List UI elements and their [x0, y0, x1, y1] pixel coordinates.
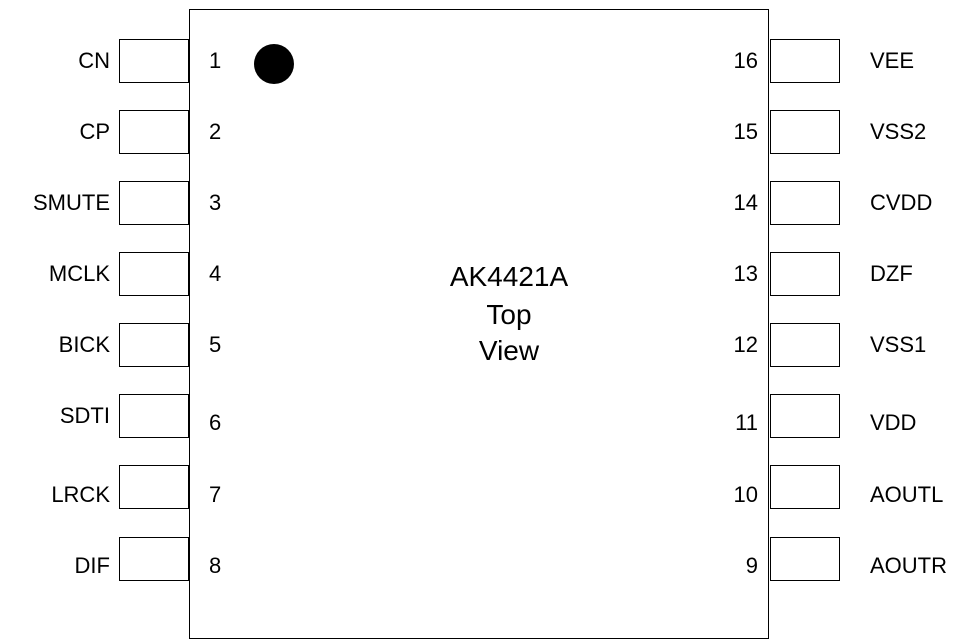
- pin-number: 11: [735, 410, 758, 435]
- pin-name: MCLK: [48, 261, 110, 286]
- pin-name: VEE: [870, 48, 915, 73]
- pin-number: 9: [745, 553, 758, 578]
- pin-box: [119, 252, 189, 296]
- pin-name: CP: [79, 119, 110, 144]
- pin-number: 1: [209, 48, 222, 73]
- chip-view-line1: Top: [486, 299, 532, 330]
- pin-box: [119, 465, 189, 509]
- pin-number: 5: [209, 332, 222, 357]
- pin-box: [770, 252, 840, 296]
- pin-box: [119, 39, 189, 83]
- pin-box: [119, 394, 189, 438]
- pin-box: [770, 323, 840, 367]
- pin-name: AOUTL: [870, 482, 944, 507]
- pin1-marker-dot: [254, 44, 294, 84]
- pin-name: VDD: [870, 410, 917, 435]
- pin-box: [119, 537, 189, 581]
- pin-name: AOUTR: [870, 553, 947, 578]
- pin-number: 16: [733, 48, 758, 73]
- chip-view-line2: View: [478, 335, 540, 366]
- pin-box: [770, 394, 840, 438]
- pin-box: [119, 323, 189, 367]
- pin-name: VSS1: [870, 332, 927, 357]
- pin-name: DZF: [870, 261, 913, 286]
- pin-box: [119, 110, 189, 154]
- pin-number: 2: [209, 119, 222, 144]
- pin-name: VSS2: [870, 119, 927, 144]
- pin-box: [119, 181, 189, 225]
- pin-name: LRCK: [51, 482, 110, 507]
- pin-name: SMUTE: [33, 190, 110, 215]
- pin-number: 3: [209, 190, 222, 215]
- pin-number: 8: [209, 553, 222, 578]
- pin-number: 10: [733, 482, 758, 507]
- pin-number: 13: [733, 261, 758, 286]
- pin-number: 15: [733, 119, 758, 144]
- pin-number: 7: [209, 482, 222, 507]
- pin-box: [770, 537, 840, 581]
- pin-name: BICK: [58, 332, 110, 357]
- pin-number: 12: [733, 332, 758, 357]
- pin-number: 4: [209, 261, 222, 286]
- chip-part-number: AK4421A: [449, 261, 569, 292]
- pin-name: SDTI: [59, 403, 110, 428]
- pin-number: 6: [209, 410, 222, 435]
- pin-name: CN: [78, 48, 110, 73]
- pin-name: DIF: [74, 553, 110, 578]
- pin-box: [770, 181, 840, 225]
- pin-number: 14: [733, 190, 758, 215]
- pin-box: [770, 39, 840, 83]
- pin-box: [770, 465, 840, 509]
- pin-name: CVDD: [870, 190, 933, 215]
- chip-body: [189, 9, 769, 639]
- pin-box: [770, 110, 840, 154]
